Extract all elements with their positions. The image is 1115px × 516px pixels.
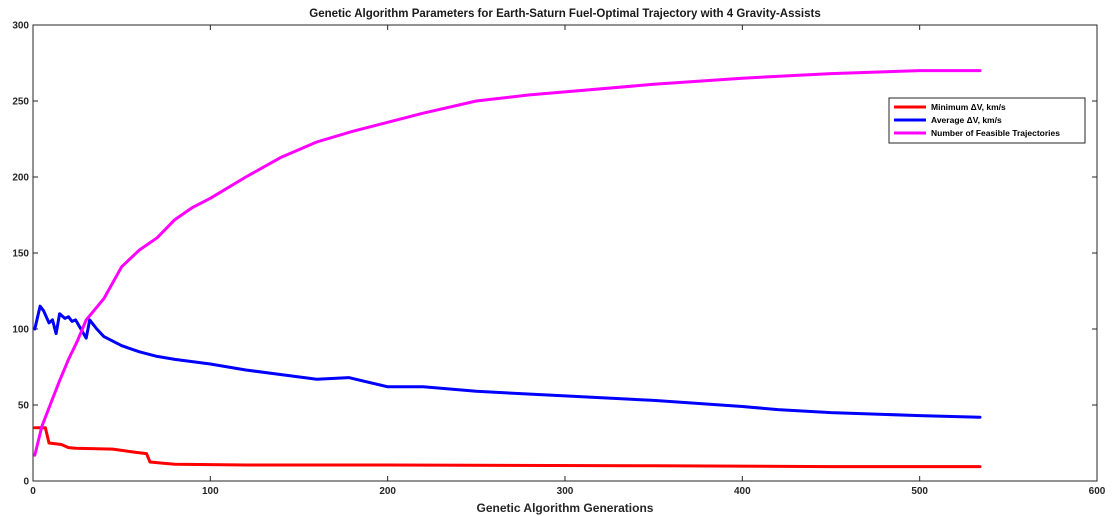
y-tick-label: 300 — [12, 21, 29, 32]
x-tick-label: 0 — [30, 486, 36, 497]
x-axis-label: Genetic Algorithm Generations — [477, 501, 654, 515]
x-tick-label: 600 — [1089, 486, 1106, 497]
series-lines — [33, 69, 982, 469]
series-line-0 — [33, 426, 982, 469]
y-tick-label: 50 — [18, 401, 30, 412]
y-tick-label: 150 — [12, 249, 29, 260]
series-line-2 — [33, 69, 982, 457]
x-tick-label: 100 — [202, 486, 219, 497]
x-tick-label: 400 — [734, 486, 751, 497]
legend: Minimum ΔV, km/s Average ΔV, km/s Number o… — [888, 97, 1086, 144]
series-line-1 — [33, 304, 982, 419]
chart-title: Genetic Algorithm Parameters for Earth-S… — [309, 8, 820, 20]
y-tick-label: 200 — [12, 173, 29, 184]
x-tick-label: 300 — [557, 486, 574, 497]
y-tick-label: 250 — [12, 97, 29, 108]
legend-label: Minimum ΔV, km/s — [931, 102, 1006, 112]
y-tick-label: 0 — [23, 477, 29, 488]
legend-label: Number of Feasible Trajectories — [931, 128, 1060, 138]
y-tick-label: 100 — [12, 325, 29, 336]
legend-label: Average ΔV, km/s — [931, 115, 1002, 125]
x-tick-label: 200 — [379, 486, 396, 497]
axis-ticks: 0 100 200 300 400 500 600 0 50 100 150 200 250 300 — [12, 21, 1105, 498]
x-tick-label: 500 — [911, 486, 928, 497]
